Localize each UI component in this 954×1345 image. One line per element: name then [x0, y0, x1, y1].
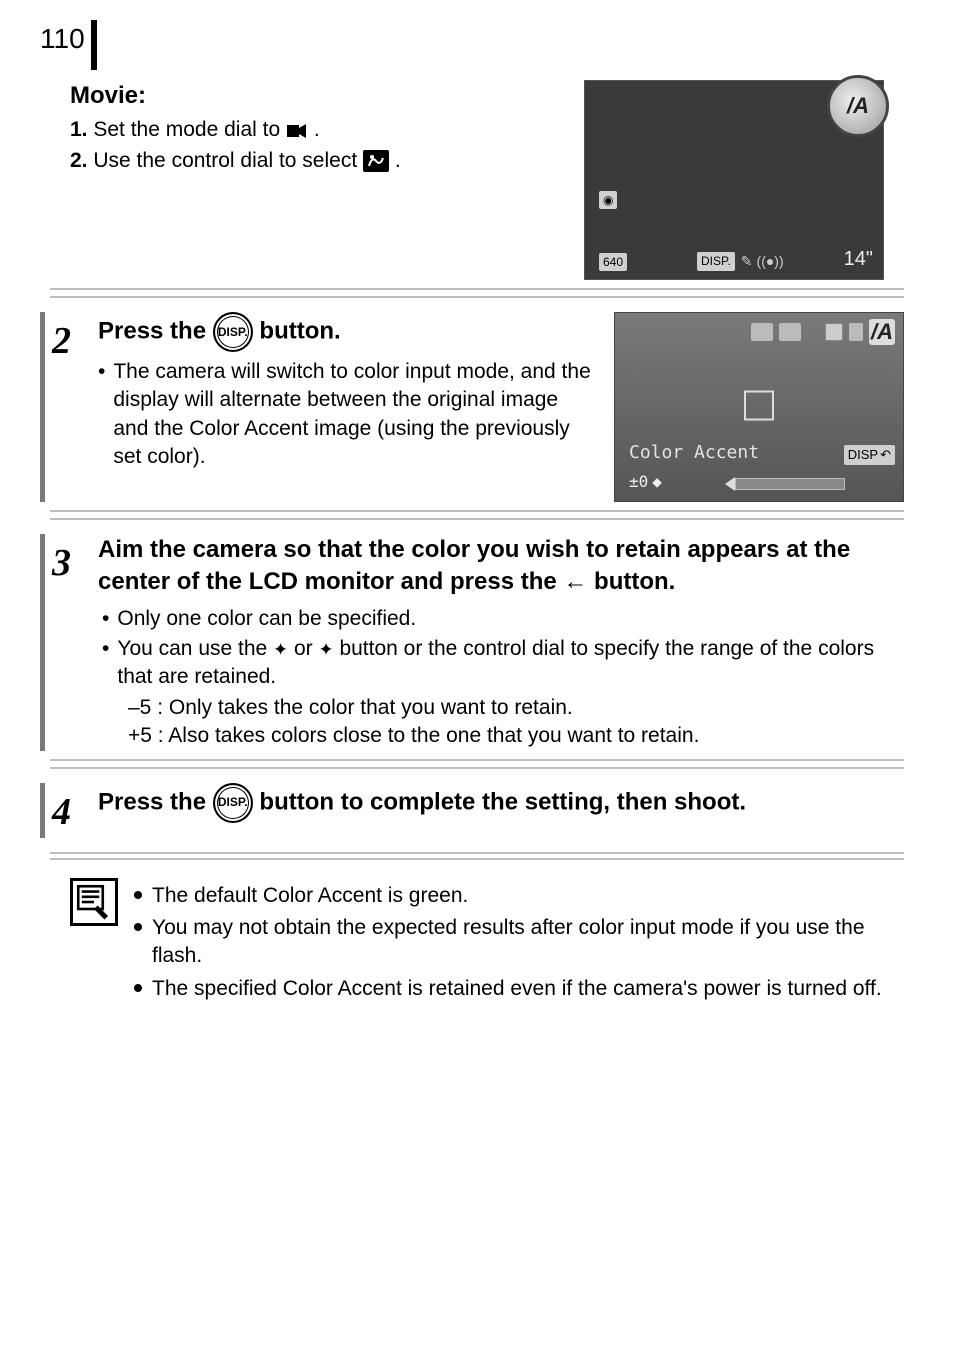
step-num-col: 4 — [40, 783, 80, 838]
step-2-content: Press the DISP. button. • The camera wil… — [98, 312, 904, 502]
disp-button-icon: DISP. — [213, 783, 253, 823]
down-arrow-icon: ✦ — [319, 639, 334, 659]
osd-icon-1: ◉ — [597, 191, 619, 209]
osd-disp-row: DISP. ✎ ((●)) — [695, 252, 784, 271]
step-3-bullet-1: • Only one color can be specified. — [102, 605, 904, 633]
osd-time: 14" — [844, 246, 873, 273]
disp-button-icon: DISP. — [213, 312, 253, 352]
page-header: 110 — [0, 0, 954, 70]
divider — [50, 288, 904, 298]
disp-return-badge: DISP↶ — [844, 445, 895, 465]
bullet-dot: • — [98, 358, 105, 471]
movie-step-1: 1. Set the mode dial to . — [70, 116, 566, 144]
range-minus5: –5 : Only takes the color that you want … — [102, 694, 904, 722]
step-num-col: 3 — [40, 534, 80, 751]
range-plus5: +5 : Also takes colors close to the one … — [102, 722, 904, 750]
divider-single — [50, 852, 904, 854]
note-list: The default Color Accent is green. You m… — [134, 878, 884, 1007]
step-2-bullet: • The camera will switch to color input … — [98, 358, 598, 471]
step-num-2: 2. — [70, 149, 88, 172]
divider — [50, 510, 904, 520]
notes-block: The default Color Accent is green. You m… — [70, 878, 884, 1007]
step-num-1: 1. — [70, 118, 88, 141]
step-2-text-b: . — [395, 149, 401, 172]
lcd-preview-2: /A Color Accent DISP↶ ±0◆ — [614, 312, 904, 502]
color-accent-mode-icon — [363, 150, 389, 172]
bullet-dot — [134, 923, 142, 931]
step-4-row: 4 Press the DISP. button to complete the… — [40, 783, 904, 838]
mode-dial-icon: /A — [827, 75, 889, 137]
step-1-text-a: Set the mode dial to — [93, 118, 286, 141]
step-4-head: Press the DISP. button to complete the s… — [98, 783, 904, 823]
note-icon — [70, 878, 118, 926]
bullet-dot — [134, 984, 142, 992]
divider — [50, 759, 904, 769]
step-3-bullet-2: • You can use the ✦ or ✦ button or the c… — [102, 635, 904, 692]
color-accent-label: Color Accent — [629, 441, 759, 465]
step-num-2-big: 2 — [52, 316, 71, 367]
step-num-4-big: 4 — [52, 787, 71, 838]
step-4-content: Press the DISP. button to complete the s… — [98, 783, 904, 838]
osd-top-icons: /A — [751, 319, 895, 345]
movie-mode-icon — [286, 122, 308, 140]
step-3-head: Aim the camera so that the color you wis… — [98, 534, 904, 599]
step-2-text-a: Use the control dial to select — [93, 149, 363, 172]
step-num-3-big: 3 — [52, 538, 71, 589]
step-num-col: 2 — [40, 312, 80, 502]
page-number-bar — [91, 20, 97, 70]
lcd-preview-1: /A ◉ 640 DISP. ✎ ((●)) 14" — [584, 80, 884, 280]
up-arrow-icon: ✦ — [273, 639, 288, 659]
center-target-icon — [744, 391, 774, 421]
movie-title: Movie: — [70, 80, 566, 112]
step-3-row: 3 Aim the camera so that the color you w… — [40, 534, 904, 751]
movie-block: Movie: 1. Set the mode dial to . 2. Use … — [70, 80, 884, 280]
color-slider — [725, 477, 845, 491]
accent-mode-icon: /A — [869, 319, 895, 345]
movie-text: Movie: 1. Set the mode dial to . 2. Use … — [70, 80, 566, 280]
note-2: You may not obtain the expected results … — [134, 914, 884, 971]
step-2-head: Press the DISP. button. — [98, 312, 598, 352]
note-3: The specified Color Accent is retained e… — [134, 975, 884, 1003]
page-number: 110 — [40, 20, 91, 58]
movie-step-2: 2. Use the control dial to select . — [70, 147, 566, 175]
step-1-text-b: . — [314, 118, 320, 141]
step-2-row: 2 Press the DISP. button. • The camera w… — [40, 312, 904, 502]
bullet-dot — [134, 891, 142, 899]
osd-res-icon: 640 — [597, 253, 629, 271]
divider-single — [50, 858, 904, 860]
range-value: ±0◆ — [629, 471, 662, 493]
note-1: The default Color Accent is green. — [134, 882, 884, 910]
step-3-content: Aim the camera so that the color you wis… — [98, 534, 904, 751]
